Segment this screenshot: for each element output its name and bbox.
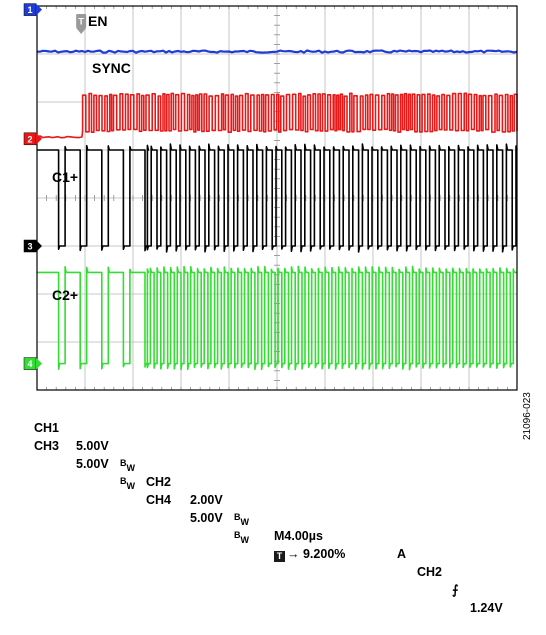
c2-plus-label: C2+ xyxy=(52,287,78,303)
marker-arrow xyxy=(36,132,42,145)
trigger-marker-arrow xyxy=(76,28,87,34)
ch1-scale: 5.00V xyxy=(76,439,109,453)
trigger-marker-label: T xyxy=(78,17,84,27)
trace-ch1 xyxy=(36,49,518,54)
readout-row-2: CH3 5.00V BW CH4 5.00V BW T → 9.200% xyxy=(34,419,345,581)
scope-readout: CH1 5.00V BW CH2 2.00V BW M4.00µs A CH2 … xyxy=(34,398,524,615)
graticule-frame xyxy=(36,5,518,391)
channel-markers: 1 2 3 4 T xyxy=(23,3,87,370)
marker-arrow xyxy=(36,240,42,252)
trigger-marker-box xyxy=(76,14,87,28)
plot-frame xyxy=(36,5,518,391)
position-arrow: → xyxy=(287,547,300,561)
sync-label: SYNC xyxy=(92,60,131,76)
marker-label: 2 xyxy=(27,134,32,144)
trigger-level: 1.24V xyxy=(470,601,503,615)
trigger-source: CH2 xyxy=(417,565,443,579)
ch3-name: CH3 xyxy=(34,439,60,453)
trigger-position-icon: T xyxy=(274,551,285,562)
ch4-bandwidth-limit: BW xyxy=(234,530,249,545)
ch2-bandwidth-limit: BW xyxy=(234,512,249,527)
marker-arrow xyxy=(36,357,42,370)
channel-marker-3: 3 xyxy=(23,239,42,253)
en-label: EN xyxy=(88,13,107,29)
ch3-scale: 5.00V xyxy=(76,457,109,471)
marker-label: 3 xyxy=(27,242,32,252)
timebase: M4.00µs xyxy=(274,529,323,543)
channel-marker-4: 4 xyxy=(23,357,42,370)
trace-ch4 xyxy=(37,265,517,371)
ch4-name: CH4 xyxy=(146,493,172,507)
trigger-position-marker: T xyxy=(76,14,87,34)
ch3-bandwidth-limit: BW xyxy=(120,476,135,491)
oscilloscope-plot: 1 2 3 4 T EN SYNC C1+ C2+ xyxy=(23,3,518,391)
trace-labels: EN SYNC C1+ C2+ xyxy=(52,13,131,303)
trace-ch3 xyxy=(37,143,518,253)
ch2-name: CH2 xyxy=(146,475,172,489)
marker-label: 1 xyxy=(27,5,32,15)
marker-label: 4 xyxy=(27,359,32,369)
ch1-name: CH1 xyxy=(34,421,60,435)
figure-id: 21096-023 xyxy=(522,392,533,440)
position-value: 9.200% xyxy=(302,547,346,561)
channel-marker-1: 1 xyxy=(23,3,42,16)
c1-plus-label: C1+ xyxy=(52,169,78,185)
trigger-mode: A xyxy=(397,547,407,561)
waveform-traces xyxy=(36,49,518,371)
ch1-bandwidth-limit: BW xyxy=(120,458,135,473)
trace-ch2 xyxy=(36,92,518,139)
horizontal-position: T → 9.200% xyxy=(274,545,345,563)
marker-arrow xyxy=(36,3,42,16)
ch2-scale: 2.00V xyxy=(190,493,223,507)
ch4-scale: 5.00V xyxy=(190,511,223,525)
channel-marker-2: 2 xyxy=(23,132,42,146)
trigger-slope-icon: ⨍ xyxy=(452,583,459,597)
